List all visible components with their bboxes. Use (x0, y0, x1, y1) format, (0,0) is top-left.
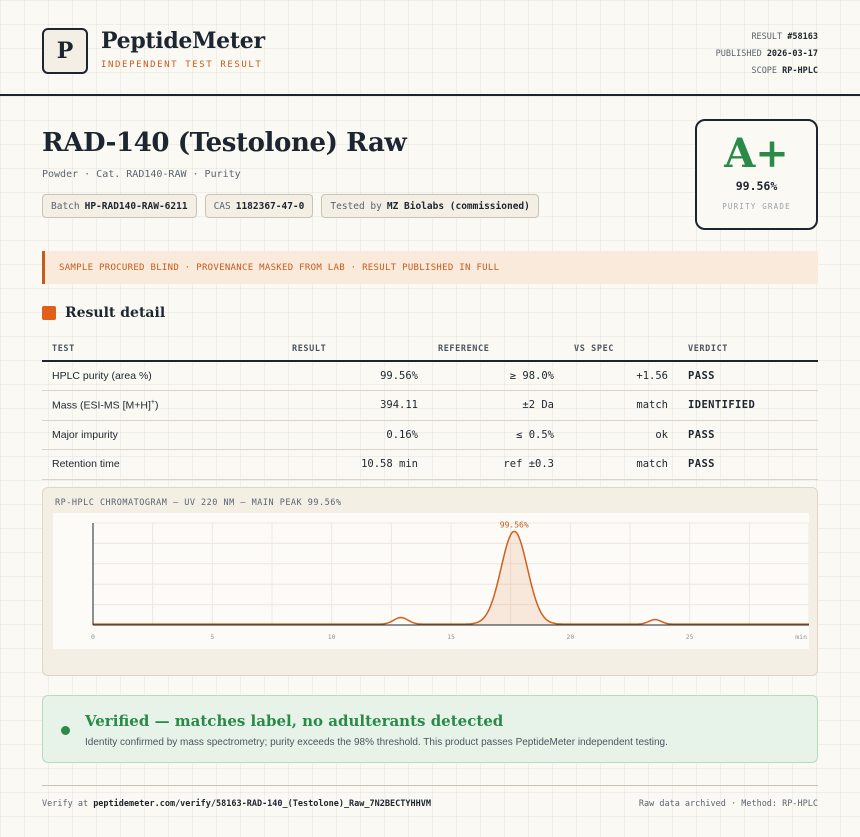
grade-letter: A+ (724, 130, 789, 177)
col-header-test: TEST (42, 337, 242, 362)
table-row: HPLC purity (area %) 99.56% ≥ 98.0% +1.5… (42, 361, 818, 391)
verified-description: Identity confirmed by mass spectrometry;… (85, 737, 668, 748)
col-header-vs-spec: VS SPEC (564, 337, 678, 362)
results-table: TEST RESULT REFERENCE VS SPEC VERDICT HP… (42, 337, 818, 480)
chromatogram-chart: 0 5 10 15 20 25 min 99.56% (53, 513, 809, 649)
x-tick-label: 10 (328, 633, 336, 641)
cell-reference: ref ±0.3 (428, 449, 564, 480)
col-header-result: RESULT (242, 337, 428, 362)
cas-chip: CAS 1182367-47-0 (204, 194, 314, 218)
cell-reference: ±2 Da (428, 390, 564, 421)
x-tick-label: 15 (447, 633, 455, 641)
col-header-reference: REFERENCE (428, 337, 564, 362)
tested-by-chip: Tested by MZ Biolabs (commissioned) (321, 194, 539, 218)
table-row: Major impurity 0.16% ≤ 0.5% ok PASS (42, 420, 818, 450)
cell-result: 99.56% (242, 361, 428, 391)
section-title: Result detail (65, 305, 166, 321)
cell-reference: ≤ 0.5% (428, 420, 564, 450)
blind-sample-notice: SAMPLE PROCURED BLIND · PROVENANCE MASKE… (42, 251, 818, 284)
col-header-verdict: VERDICT (678, 337, 818, 362)
table-row: Mass (ESI-MS [M+H]+) 394.11 ±2 Da match … (42, 390, 818, 421)
cell-test: Major impurity (42, 420, 242, 450)
product-subtitle: Powder · Cat. RAD140-RAW · Purity (42, 169, 241, 180)
chromatogram-panel: RP-HPLC CHROMATOGRAM — UV 220 NM — MAIN … (42, 487, 818, 676)
footer-method: Raw data archived · Method: RP-HPLC (638, 799, 818, 809)
cell-vs-spec: ok (564, 420, 678, 450)
cell-test: Mass (ESI-MS [M+H]+) (42, 390, 242, 421)
cell-result: 10.58 min (242, 449, 428, 480)
x-tick-label: 20 (566, 633, 574, 641)
product-title: RAD-140 (Testolone) Raw (42, 128, 407, 158)
product-chips: Batch HP-RAD140-RAW-6211 CAS 1182367-47-0 … (42, 194, 539, 218)
peak-label: 99.56% (500, 520, 529, 529)
report-footer: Verify at peptidemeter.com/verify/58163-… (42, 785, 818, 809)
verify-link[interactable]: peptidemeter.com/verify/58163-RAD-140_(T… (93, 799, 431, 809)
x-tick-label: 5 (210, 633, 214, 641)
report-meta: RESULT #58163 PUBLISHED 2026-03-17 SCOPE… (716, 29, 818, 80)
grade-value: 99.56% (735, 179, 778, 193)
brand-name: PeptideMeter (101, 28, 265, 54)
cell-verdict: PASS (678, 449, 818, 480)
meta-scope: SCOPE RP-HPLC (751, 66, 818, 76)
meta-result: RESULT #58163 (751, 32, 818, 42)
cell-verdict: IDENTIFIED (678, 390, 818, 421)
logo-mark: P (42, 28, 88, 74)
cell-vs-spec: +1.56 (564, 361, 678, 391)
cell-test: HPLC purity (area %) (42, 361, 242, 391)
cell-test: Retention time (42, 449, 242, 480)
verify-line: Verify at peptidemeter.com/verify/58163-… (42, 799, 431, 809)
table-header-row: TEST RESULT REFERENCE VS SPEC VERDICT (42, 337, 818, 362)
table-row: Retention time 10.58 min ref ±0.3 match … (42, 449, 818, 480)
grade-label: PURITY GRADE (722, 202, 791, 211)
main-peak-fill (468, 531, 561, 625)
report-header: P PeptideMeter INDEPENDENT TEST RESULT R… (0, 0, 860, 96)
cell-verdict: PASS (678, 361, 818, 391)
x-tick-label: 25 (686, 633, 694, 641)
purity-grade-card: A+ 99.56% PURITY GRADE (695, 119, 818, 230)
section-heading: Result detail (42, 305, 165, 321)
section-square-icon (42, 306, 56, 320)
batch-chip: Batch HP-RAD140-RAW-6211 (42, 194, 197, 218)
verification-banner: Verified — matches label, no adulterants… (42, 695, 818, 763)
cell-vs-spec: match (564, 390, 678, 421)
x-tick-label: 0 (91, 633, 95, 641)
meta-published: PUBLISHED 2026-03-17 (715, 49, 818, 59)
chromatogram-series-line (93, 530, 809, 625)
verified-title: Verified — matches label, no adulterants… (85, 712, 504, 730)
cell-result: 0.16% (242, 420, 428, 450)
cell-verdict: PASS (678, 420, 818, 450)
cell-reference: ≥ 98.0% (428, 361, 564, 391)
chromatogram-title: RP-HPLC CHROMATOGRAM — UV 220 NM — MAIN … (55, 498, 342, 508)
verified-dot-icon (61, 726, 70, 735)
cell-result: 394.11 (242, 390, 428, 421)
x-unit-label: min (795, 633, 807, 641)
brand-tagline: INDEPENDENT TEST RESULT (101, 60, 263, 70)
cell-vs-spec: match (564, 449, 678, 480)
